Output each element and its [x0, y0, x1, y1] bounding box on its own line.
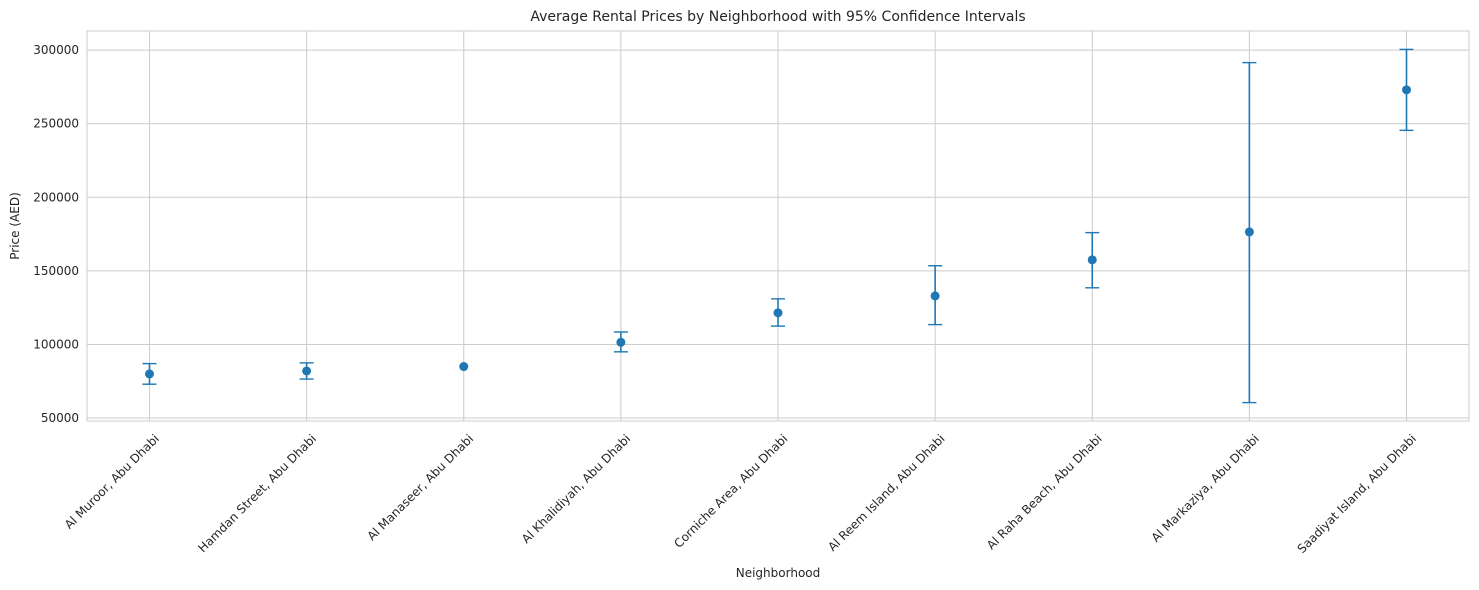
data-point	[145, 369, 154, 379]
data-point	[1402, 85, 1411, 95]
data-point	[616, 337, 626, 347]
data-point	[459, 362, 469, 372]
data-layer	[142, 48, 1414, 404]
data-point	[930, 291, 940, 301]
data-point-group	[613, 331, 628, 353]
x-tick-labels: Al Muroor, Abu Dhabi Hamdan Street, Abu D…	[62, 432, 1419, 556]
y-axis-label: Price (AED)	[8, 192, 22, 259]
data-point-group	[771, 298, 785, 327]
data-point-group	[1399, 48, 1414, 132]
data-point-group	[299, 362, 314, 380]
data-point-group	[928, 265, 943, 326]
y-tick-label: 250000	[33, 117, 79, 131]
x-tick-label: Corniche Area, Abu Dhabi	[671, 432, 790, 551]
grid-layer	[87, 31, 1469, 421]
data-point	[1244, 227, 1254, 237]
data-point-group	[459, 362, 469, 372]
y-tick-label: 150000	[33, 264, 79, 278]
data-point-group	[142, 362, 157, 385]
plot-frame	[86, 30, 1470, 422]
y-tick-label: 50000	[41, 411, 79, 425]
x-tick-label: Saadiyat Island, Abu Dhabi	[1295, 432, 1419, 556]
x-tick-label: Al Reem Island, Abu Dhabi	[825, 432, 947, 554]
data-point-group	[1242, 61, 1257, 404]
y-tick-label: 200000	[33, 190, 79, 204]
y-tick-label: 100000	[33, 337, 79, 351]
data-point	[1087, 255, 1097, 265]
y-tick-label: 300000	[33, 43, 79, 57]
x-tick-label: Al Muroor, Abu Dhabi	[62, 432, 162, 532]
x-tick-label: Al Raha Beach, Abu Dhabi	[984, 432, 1105, 553]
x-tick-label: Al Manaseer, Abu Dhabi	[365, 432, 477, 544]
data-point	[773, 308, 783, 318]
y-tick-labels: 50000 100000 150000 200000 250000 300000	[33, 43, 79, 425]
x-tick-label: Al Khalidiyah, Abu Dhabi	[519, 432, 633, 546]
chart-title: Average Rental Prices by Neighborhood wi…	[530, 9, 1025, 25]
x-tick-label: Al Markaziya, Abu Dhabi	[1149, 432, 1262, 545]
x-tick-label: Hamdan Street, Abu Dhabi	[195, 432, 319, 556]
data-point	[302, 366, 312, 376]
data-point-group	[1085, 231, 1100, 289]
x-axis-label: Neighborhood	[736, 566, 821, 580]
